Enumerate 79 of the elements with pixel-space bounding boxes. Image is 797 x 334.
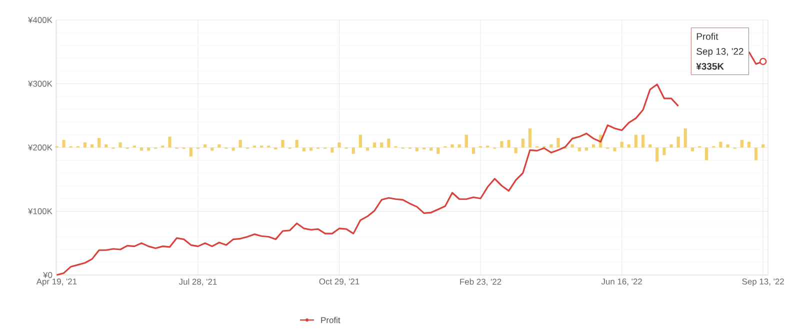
bar [550,144,553,148]
bar [641,134,645,148]
bar [762,144,765,148]
bar [140,148,144,151]
bar [450,144,454,148]
y-tick-label: ¥400K [28,17,52,23]
annotation: Sep 13, '22 [696,48,744,57]
bar [584,148,588,151]
bar [62,140,66,148]
bar [464,134,468,148]
bar [648,144,652,148]
bar [472,148,476,154]
bar [302,148,306,152]
bar [690,148,694,152]
legend-label: Profit [321,316,340,324]
bar [719,142,722,148]
bar [118,142,122,148]
bar [662,148,666,156]
bar [656,148,659,162]
bar [613,148,616,152]
bar [556,138,560,148]
bar [458,144,461,148]
bar [352,148,355,154]
bar [203,144,207,148]
y-tick-label: ¥300K [28,80,52,87]
x-tick-label: Sep 13, '22 [742,278,784,286]
bar [514,148,518,154]
bar [338,142,341,148]
bar [747,142,750,148]
bar [330,148,334,153]
bar [507,140,510,148]
bar [189,148,192,156]
bar [232,148,235,151]
bar [436,148,440,154]
bar [521,138,524,148]
bar [90,144,94,148]
bar [238,140,242,148]
bar [676,136,680,148]
bar [218,144,221,148]
bar [684,128,687,148]
bar [83,142,87,148]
bar [620,142,624,148]
bar [168,136,172,148]
x-tick-label: Feb 23, '22 [460,278,502,286]
bar [358,134,362,148]
y-tick-label: ¥0 [43,272,52,278]
bar [373,142,376,148]
bar [281,140,284,148]
bar [726,144,730,148]
annotation: Profit [696,32,718,40]
x-tick-label: Oct 29, '21 [319,278,360,286]
bar [430,148,433,151]
bar [592,144,596,148]
bar [210,148,214,151]
bar [98,138,101,148]
x-tick-label: Jun 16, '22 [601,278,642,286]
annotation: ¥335K [696,62,724,70]
y-tick-label: ¥200K [28,144,52,150]
x-tick-label: Jul 28, '21 [178,278,217,286]
bar [295,140,298,148]
bar [627,144,630,148]
bar [387,138,390,148]
y-tick-label: ¥100K [28,208,52,214]
bar [670,144,673,148]
bar [634,134,638,148]
bar [146,148,150,151]
x-tick-label: Apr 19, '21 [36,278,77,286]
bar [528,128,532,148]
bar [578,148,581,152]
bar [754,148,758,160]
bar [500,141,504,148]
bar [366,148,370,151]
bar [104,144,108,148]
bar [380,142,384,148]
bar [740,140,744,148]
bar [705,148,708,160]
bar [415,148,419,152]
bar [570,144,574,148]
bar [309,148,313,151]
